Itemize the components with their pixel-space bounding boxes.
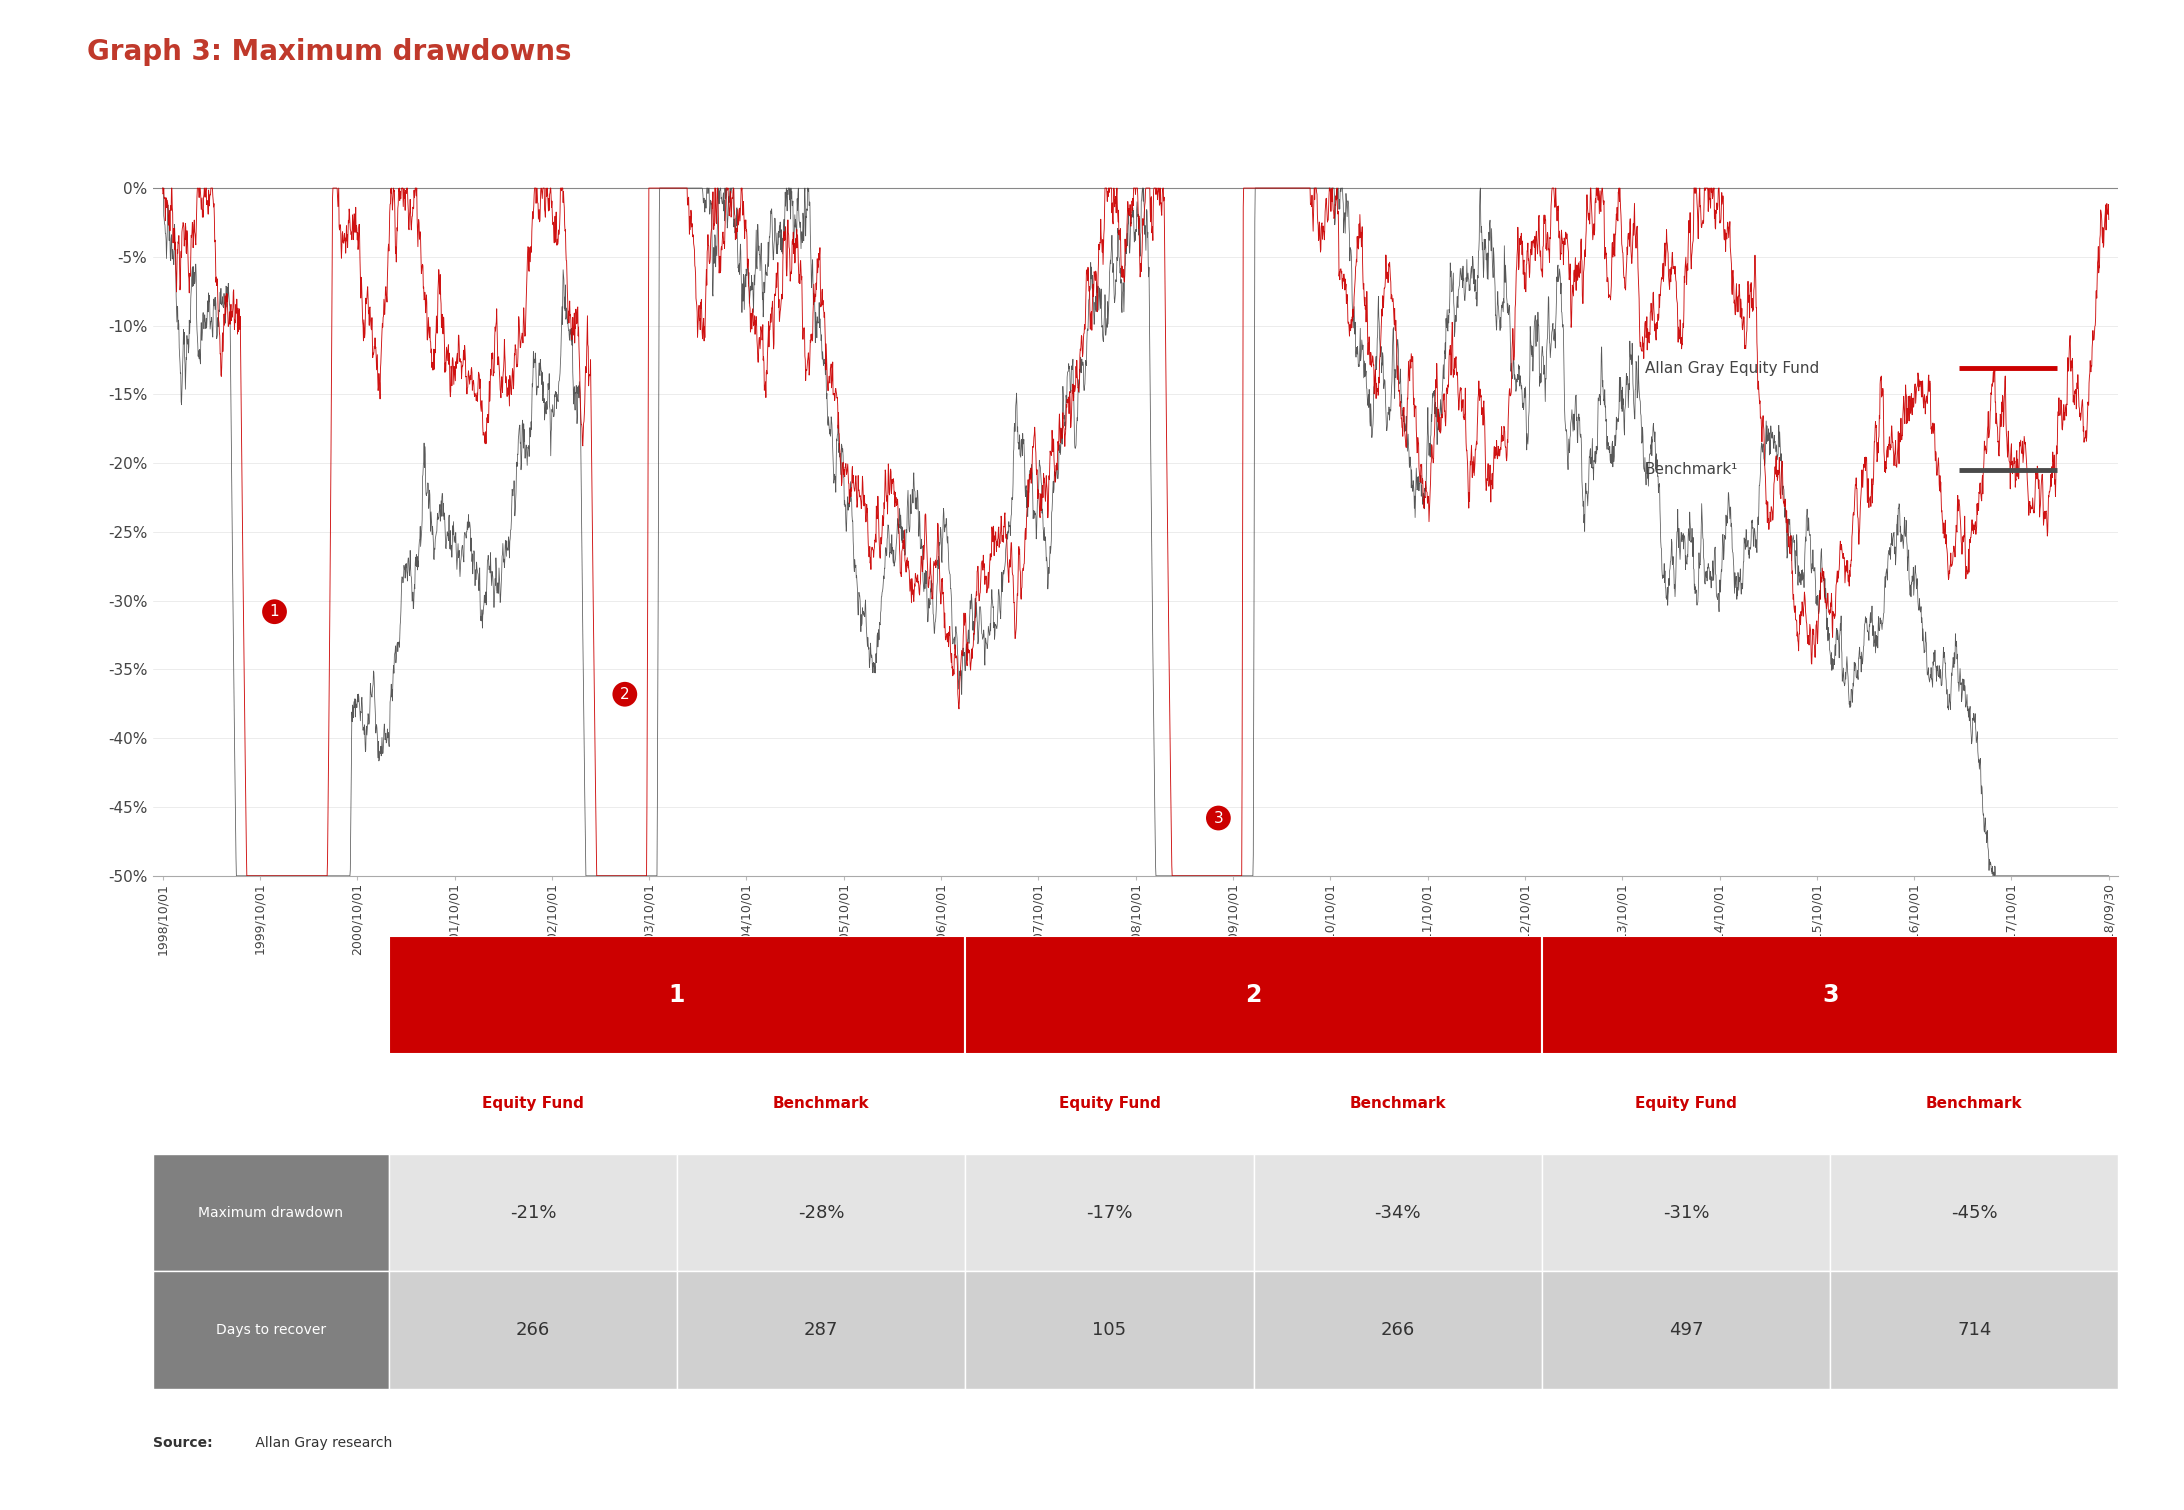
Text: 3: 3 xyxy=(1821,983,1839,1007)
Text: Allan Gray research: Allan Gray research xyxy=(251,1436,393,1450)
Bar xyxy=(389,936,965,1054)
Bar xyxy=(965,1154,1254,1271)
Text: Benchmark¹: Benchmark¹ xyxy=(1645,462,1738,477)
Bar xyxy=(389,1271,677,1389)
Text: -17%: -17% xyxy=(1085,1203,1133,1222)
Bar xyxy=(965,1271,1254,1389)
Text: -28%: -28% xyxy=(797,1203,845,1222)
Bar xyxy=(153,1271,389,1389)
Bar xyxy=(1254,1154,1542,1271)
Text: 105: 105 xyxy=(1092,1321,1127,1339)
Text: 266: 266 xyxy=(515,1321,550,1339)
Bar xyxy=(677,1154,965,1271)
Bar xyxy=(1830,1154,2118,1271)
Text: Benchmark: Benchmark xyxy=(773,1096,869,1111)
Bar xyxy=(153,1154,389,1271)
Bar xyxy=(389,1154,677,1271)
Text: Graph 3: Maximum drawdowns: Graph 3: Maximum drawdowns xyxy=(87,38,572,66)
Text: Equity Fund: Equity Fund xyxy=(483,1096,583,1111)
Bar xyxy=(1542,1271,1830,1389)
Text: Benchmark: Benchmark xyxy=(1350,1096,1446,1111)
Text: Days to recover: Days to recover xyxy=(216,1323,325,1338)
Text: Source:: Source: xyxy=(153,1436,212,1450)
Text: 1: 1 xyxy=(668,983,686,1007)
Text: 3: 3 xyxy=(1214,811,1223,826)
Text: 2: 2 xyxy=(1245,983,1262,1007)
Text: Equity Fund: Equity Fund xyxy=(1059,1096,1160,1111)
Text: -21%: -21% xyxy=(509,1203,557,1222)
Text: Maximum drawdown: Maximum drawdown xyxy=(199,1205,343,1220)
Bar xyxy=(1830,1271,2118,1389)
Text: -31%: -31% xyxy=(1662,1203,1710,1222)
Text: Allan Gray Equity Fund: Allan Gray Equity Fund xyxy=(1645,361,1819,376)
Bar xyxy=(1542,936,2118,1054)
Text: 287: 287 xyxy=(804,1321,839,1339)
Bar xyxy=(1254,1271,1542,1389)
Bar xyxy=(1542,1154,1830,1271)
Text: Equity Fund: Equity Fund xyxy=(1636,1096,1736,1111)
Text: 1: 1 xyxy=(269,604,280,619)
Text: -34%: -34% xyxy=(1374,1203,1422,1222)
Text: 497: 497 xyxy=(1669,1321,1704,1339)
Text: 714: 714 xyxy=(1957,1321,1992,1339)
Text: Benchmark: Benchmark xyxy=(1926,1096,2022,1111)
Bar xyxy=(677,1271,965,1389)
Text: 266: 266 xyxy=(1380,1321,1415,1339)
Text: 2: 2 xyxy=(620,687,629,702)
Text: -45%: -45% xyxy=(1950,1203,1998,1222)
Bar xyxy=(965,936,1542,1054)
